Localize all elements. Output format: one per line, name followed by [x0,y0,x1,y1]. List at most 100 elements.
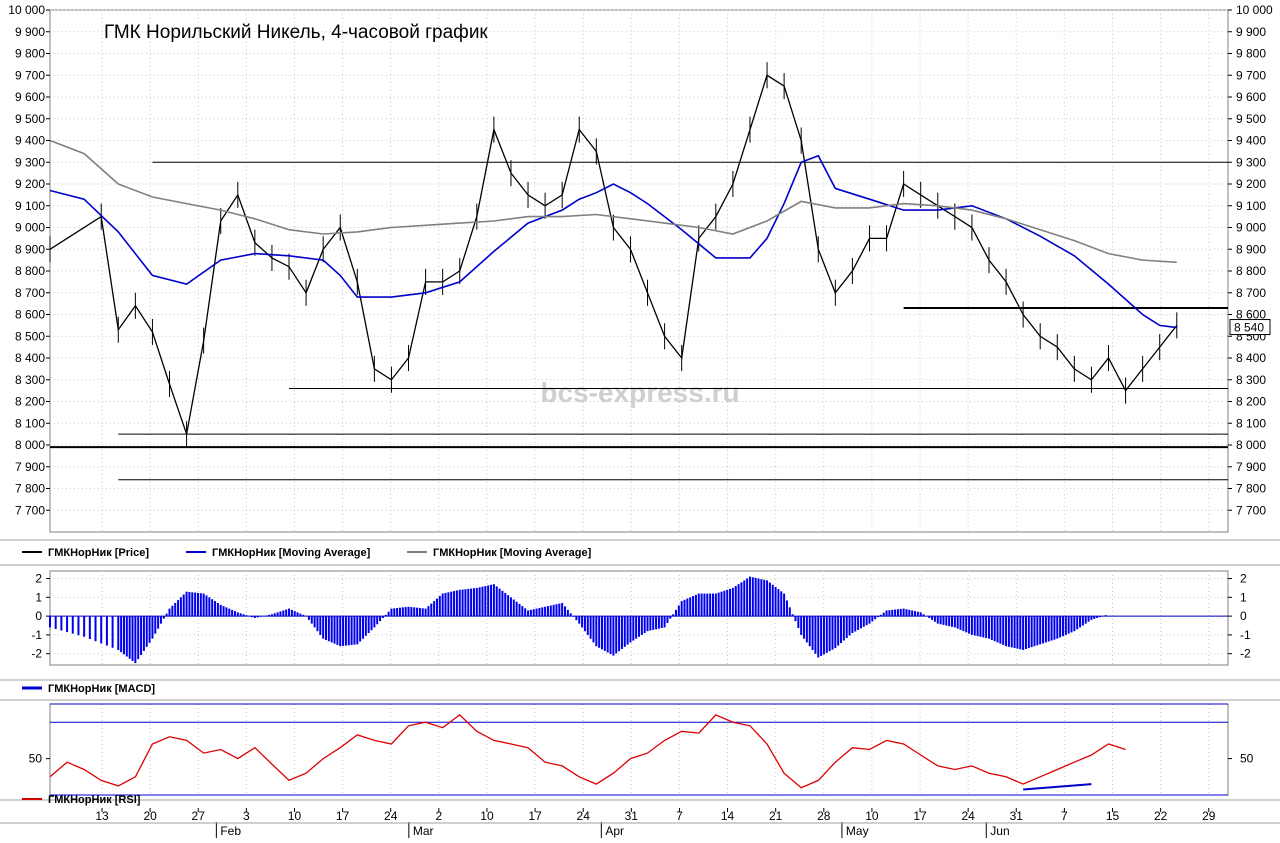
y-tick-label-right: 9 900 [1236,25,1266,39]
y-tick-label-left: 1 [35,590,42,604]
legend-label: ГМКНорНик [Price] [48,547,149,559]
y-tick-label-right: 2 [1240,572,1247,586]
x-tick-label: 31 [625,809,639,823]
legend-label: ГМКНорНик [Moving Average] [433,547,592,559]
y-tick-label-right: 9 100 [1236,199,1266,213]
y-tick-label-right: -1 [1240,628,1251,642]
last-price-box [1229,319,1271,336]
y-tick-label-left: 8 000 [15,438,45,452]
y-tick-label-left: 8 200 [15,395,45,409]
panel-frame-2 [49,703,1229,796]
y-tick-label-right: 7 800 [1236,482,1266,496]
y-tick-label-right: 10 000 [1236,3,1273,17]
y-tick-label-left: 8 100 [15,416,45,430]
x-tick-label: 29 [1202,809,1216,823]
y-tick-label-left: 8 300 [15,373,45,387]
moving-average-series-2 [49,139,1177,264]
x-tick-label: 2 [435,809,442,823]
y-tick-label-left: 9 900 [15,25,45,39]
x-tick-label: 17 [528,809,542,823]
y-tick-label-right: 8 300 [1236,373,1266,387]
y-tick-label-right: 1 [1240,590,1247,604]
y-tick-label-right: 9 500 [1236,112,1266,126]
x-tick-label: 17 [913,809,927,823]
rsi-series [49,714,1126,789]
y-tick-label-left: 8 400 [15,351,45,365]
x-tick-label: 22 [1154,809,1168,823]
y-tick-label-left: 9 000 [15,221,45,235]
y-tick-label-left: 7 800 [15,482,45,496]
y-tick-label-right: 9 300 [1236,155,1266,169]
y-tick-label-right: 9 600 [1236,90,1266,104]
moving-average-series-1 [49,154,1177,329]
x-tick-label: 24 [961,809,975,823]
legend-label: ГМКНорНик [RSI] [48,794,141,806]
month-label: Mar [413,824,434,838]
y-tick-label-left: 9 400 [15,134,45,148]
y-tick-label-left: 9 800 [15,47,45,61]
x-tick-label: 10 [288,809,302,823]
y-tick-label-right: 9 800 [1236,47,1266,61]
x-tick-label: 27 [192,809,206,823]
y-tick-label-left: 8 700 [15,286,45,300]
x-tick-label: 31 [1010,809,1024,823]
y-tick-label-right: 8 800 [1236,264,1266,278]
y-tick-label-left: -1 [31,628,42,642]
y-tick-label-right: 9 200 [1236,177,1266,191]
month-label: May [846,824,869,838]
y-tick-label-right: 8 600 [1236,308,1266,322]
x-tick-label: 28 [817,809,831,823]
y-tick-label-right: 8 000 [1236,438,1266,452]
x-tick-label: 17 [336,809,350,823]
x-tick-label: 24 [384,809,398,823]
x-tick-label: 7 [676,809,683,823]
x-tick-label: 10 [480,809,494,823]
y-tick-label-left: 9 700 [15,68,45,82]
month-label: Feb [220,824,241,838]
x-tick-label: 20 [143,809,157,823]
y-tick-label-left: 9 600 [15,90,45,104]
y-tick-label-left: 9 500 [15,112,45,126]
y-tick-label-right: 9 400 [1236,134,1266,148]
y-tick-label-right: 7 700 [1236,503,1266,517]
month-label: Jun [990,824,1009,838]
y-tick-label-left: 7 900 [15,460,45,474]
x-tick-label: 7 [1061,809,1068,823]
y-tick-label-left: 8 800 [15,264,45,278]
y-tick-label-right: 8 200 [1236,395,1266,409]
y-tick-label-left: -2 [31,647,42,661]
x-tick-label: 24 [577,809,591,823]
y-tick-label-right: 8 100 [1236,416,1266,430]
y-tick-label-left: 50 [29,752,43,766]
x-tick-label: 21 [769,809,783,823]
x-tick-label: 15 [1106,809,1120,823]
x-tick-label: 13 [95,809,109,823]
x-tick-label: 10 [865,809,879,823]
y-tick-label-left: 8 600 [15,308,45,322]
x-tick-label: 14 [721,809,735,823]
chart-title: ГМК Норильский Никель, 4-часовой график [104,22,488,43]
last-price-label: 8 540 [1234,321,1264,335]
watermark: bcs-express.ru [540,377,739,408]
y-tick-label-right: 8 700 [1236,286,1266,300]
month-label: Apr [605,824,624,838]
y-tick-label-left: 9 300 [15,155,45,169]
y-tick-label-left: 10 000 [8,3,45,17]
y-tick-label-left: 9 200 [15,177,45,191]
y-tick-label-right: 8 400 [1236,351,1266,365]
y-tick-label-left: 0 [35,609,42,623]
legend-label: ГМКНорНик [Moving Average] [212,547,371,559]
y-tick-label-right: 50 [1240,752,1254,766]
y-tick-label-right: 9 700 [1236,68,1266,82]
y-tick-label-right: 7 900 [1236,460,1266,474]
y-tick-label-left: 2 [35,572,42,586]
y-tick-label-left: 7 700 [15,503,45,517]
rsi-trendline [1023,783,1092,791]
y-tick-label-left: 8 500 [15,329,45,343]
y-tick-label-right: 9 000 [1236,221,1266,235]
y-tick-label-left: 8 900 [15,242,45,256]
y-tick-label-left: 9 100 [15,199,45,213]
legend-label: ГМКНорНик [MACD] [48,683,155,695]
